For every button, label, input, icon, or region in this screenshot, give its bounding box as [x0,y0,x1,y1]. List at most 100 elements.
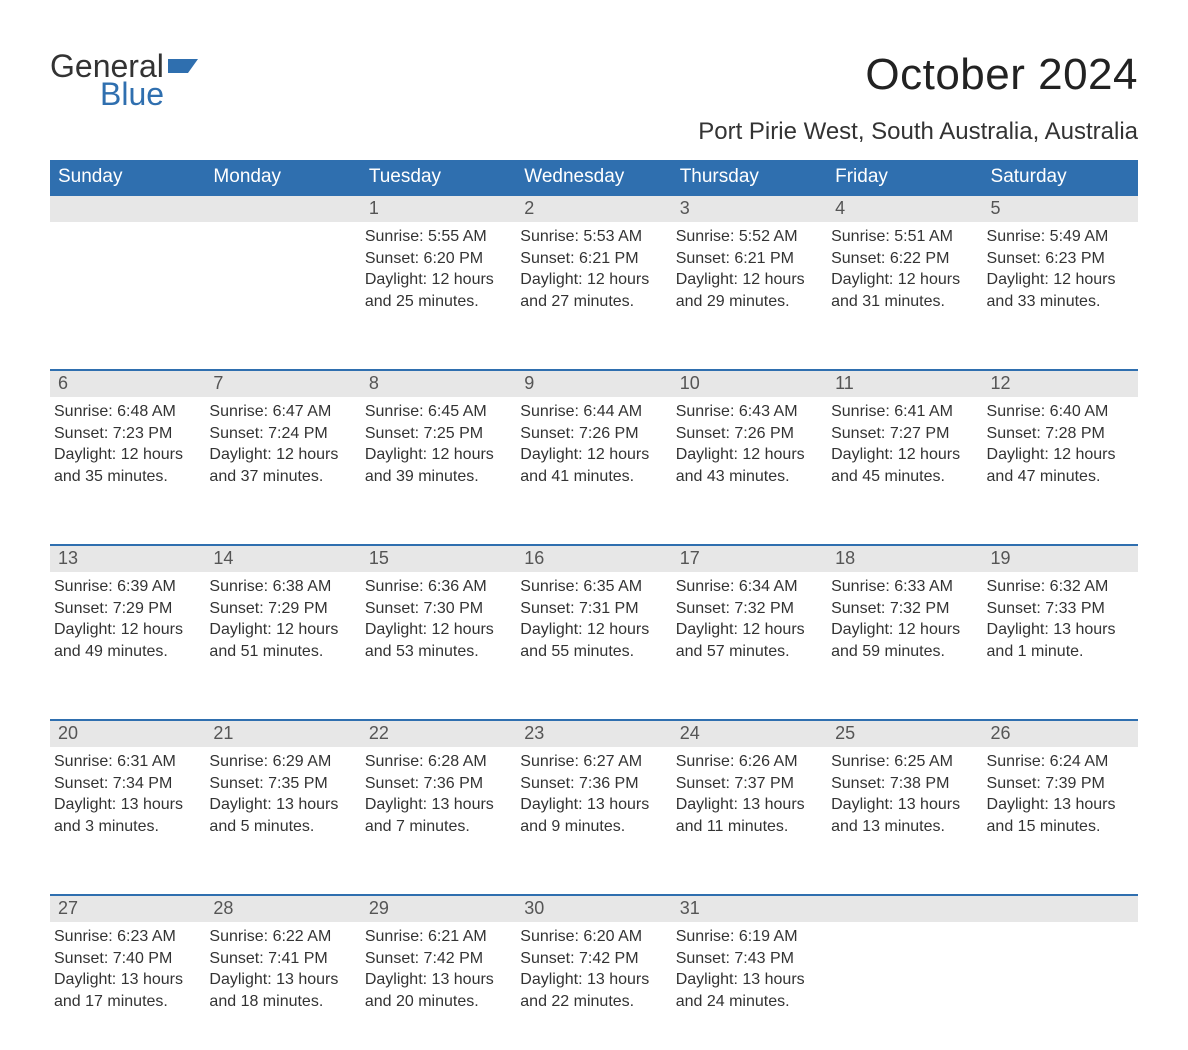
daylight-text: Daylight: 13 hours and 17 minutes. [54,969,197,1012]
day-cell: Sunrise: 6:26 AMSunset: 7:37 PMDaylight:… [672,747,827,875]
day-cell: Sunrise: 5:55 AMSunset: 6:20 PMDaylight:… [361,222,516,350]
day-content-row: Sunrise: 6:48 AMSunset: 7:23 PMDaylight:… [50,397,1138,525]
sunrise-text: Sunrise: 6:19 AM [676,926,819,948]
sunset-text: Sunset: 7:42 PM [365,948,508,970]
sunrise-text: Sunrise: 6:40 AM [987,401,1130,423]
weekday-header: Thursday [672,160,827,195]
daylight-text: Daylight: 13 hours and 13 minutes. [831,794,974,837]
day-cell: Sunrise: 6:44 AMSunset: 7:26 PMDaylight:… [516,397,671,525]
spacer-row [50,875,1138,895]
sunset-text: Sunset: 7:30 PM [365,598,508,620]
sunrise-text: Sunrise: 6:44 AM [520,401,663,423]
sunrise-text: Sunrise: 6:36 AM [365,576,508,598]
day-cell: Sunrise: 6:47 AMSunset: 7:24 PMDaylight:… [205,397,360,525]
sunrise-text: Sunrise: 6:24 AM [987,751,1130,773]
spacer-row [50,350,1138,370]
sunset-text: Sunset: 7:33 PM [987,598,1130,620]
weekday-header: Wednesday [516,160,671,195]
sunrise-text: Sunrise: 6:21 AM [365,926,508,948]
sunset-text: Sunset: 7:25 PM [365,423,508,445]
weekday-header: Saturday [983,160,1138,195]
sunrise-text: Sunrise: 6:23 AM [54,926,197,948]
day-number-cell: 6 [50,370,205,397]
daylight-text: Daylight: 12 hours and 27 minutes. [520,269,663,312]
day-cell: Sunrise: 6:28 AMSunset: 7:36 PMDaylight:… [361,747,516,875]
day-number-cell: 15 [361,545,516,572]
day-cell: Sunrise: 6:31 AMSunset: 7:34 PMDaylight:… [50,747,205,875]
daylight-text: Daylight: 13 hours and 7 minutes. [365,794,508,837]
day-number-cell: 11 [827,370,982,397]
brand-line2: Blue [100,78,198,110]
day-number-row: 12345 [50,195,1138,222]
sunrise-text: Sunrise: 5:51 AM [831,226,974,248]
day-number-cell: 4 [827,195,982,222]
title-block: October 2024 Port Pirie West, South Aust… [698,50,1138,146]
day-cell: Sunrise: 6:41 AMSunset: 7:27 PMDaylight:… [827,397,982,525]
day-content-row: Sunrise: 6:39 AMSunset: 7:29 PMDaylight:… [50,572,1138,700]
daylight-text: Daylight: 13 hours and 18 minutes. [209,969,352,1012]
sunset-text: Sunset: 7:35 PM [209,773,352,795]
sunset-text: Sunset: 7:26 PM [520,423,663,445]
daylight-text: Daylight: 12 hours and 41 minutes. [520,444,663,487]
day-number-cell: 23 [516,720,671,747]
sunrise-text: Sunrise: 6:48 AM [54,401,197,423]
sunset-text: Sunset: 6:23 PM [987,248,1130,270]
daylight-text: Daylight: 13 hours and 5 minutes. [209,794,352,837]
sunset-text: Sunset: 7:37 PM [676,773,819,795]
day-number-cell: 18 [827,545,982,572]
daylight-text: Daylight: 12 hours and 49 minutes. [54,619,197,662]
day-cell: Sunrise: 6:19 AMSunset: 7:43 PMDaylight:… [672,922,827,1050]
sunrise-text: Sunrise: 6:25 AM [831,751,974,773]
day-cell: Sunrise: 6:27 AMSunset: 7:36 PMDaylight:… [516,747,671,875]
sunset-text: Sunset: 7:26 PM [676,423,819,445]
sunset-text: Sunset: 7:32 PM [676,598,819,620]
daylight-text: Daylight: 12 hours and 43 minutes. [676,444,819,487]
sunrise-text: Sunrise: 6:20 AM [520,926,663,948]
sunset-text: Sunset: 6:21 PM [520,248,663,270]
day-number-cell: 25 [827,720,982,747]
empty-day-cell [50,222,205,350]
day-cell: Sunrise: 6:33 AMSunset: 7:32 PMDaylight:… [827,572,982,700]
sunset-text: Sunset: 7:41 PM [209,948,352,970]
sunrise-text: Sunrise: 6:31 AM [54,751,197,773]
day-number-cell: 9 [516,370,671,397]
sunrise-text: Sunrise: 5:55 AM [365,226,508,248]
day-content-row: Sunrise: 5:55 AMSunset: 6:20 PMDaylight:… [50,222,1138,350]
sunset-text: Sunset: 7:27 PM [831,423,974,445]
empty-day-number-cell [205,195,360,222]
sunset-text: Sunset: 7:40 PM [54,948,197,970]
day-number-cell: 8 [361,370,516,397]
daylight-text: Daylight: 12 hours and 55 minutes. [520,619,663,662]
day-number-cell: 7 [205,370,360,397]
day-number-row: 6789101112 [50,370,1138,397]
day-cell: Sunrise: 6:34 AMSunset: 7:32 PMDaylight:… [672,572,827,700]
day-number-cell: 1 [361,195,516,222]
sunset-text: Sunset: 7:36 PM [520,773,663,795]
sunrise-text: Sunrise: 6:27 AM [520,751,663,773]
daylight-text: Daylight: 12 hours and 25 minutes. [365,269,508,312]
day-cell: Sunrise: 5:53 AMSunset: 6:21 PMDaylight:… [516,222,671,350]
sunrise-text: Sunrise: 6:33 AM [831,576,974,598]
day-number-cell: 12 [983,370,1138,397]
daylight-text: Daylight: 13 hours and 24 minutes. [676,969,819,1012]
spacer-row [50,525,1138,545]
sunrise-text: Sunrise: 5:53 AM [520,226,663,248]
day-content-row: Sunrise: 6:23 AMSunset: 7:40 PMDaylight:… [50,922,1138,1050]
sunrise-text: Sunrise: 6:35 AM [520,576,663,598]
day-cell: Sunrise: 6:39 AMSunset: 7:29 PMDaylight:… [50,572,205,700]
sunrise-text: Sunrise: 6:47 AM [209,401,352,423]
sunrise-text: Sunrise: 6:22 AM [209,926,352,948]
sunset-text: Sunset: 7:31 PM [520,598,663,620]
weekday-header-row: SundayMondayTuesdayWednesdayThursdayFrid… [50,160,1138,195]
day-cell: Sunrise: 6:29 AMSunset: 7:35 PMDaylight:… [205,747,360,875]
location-subtitle: Port Pirie West, South Australia, Austra… [698,118,1138,146]
daylight-text: Daylight: 12 hours and 29 minutes. [676,269,819,312]
daylight-text: Daylight: 13 hours and 20 minutes. [365,969,508,1012]
day-cell: Sunrise: 6:32 AMSunset: 7:33 PMDaylight:… [983,572,1138,700]
daylight-text: Daylight: 12 hours and 35 minutes. [54,444,197,487]
day-cell: Sunrise: 5:51 AMSunset: 6:22 PMDaylight:… [827,222,982,350]
sunset-text: Sunset: 7:29 PM [54,598,197,620]
sunrise-text: Sunrise: 6:39 AM [54,576,197,598]
daylight-text: Daylight: 12 hours and 45 minutes. [831,444,974,487]
sunrise-text: Sunrise: 6:38 AM [209,576,352,598]
